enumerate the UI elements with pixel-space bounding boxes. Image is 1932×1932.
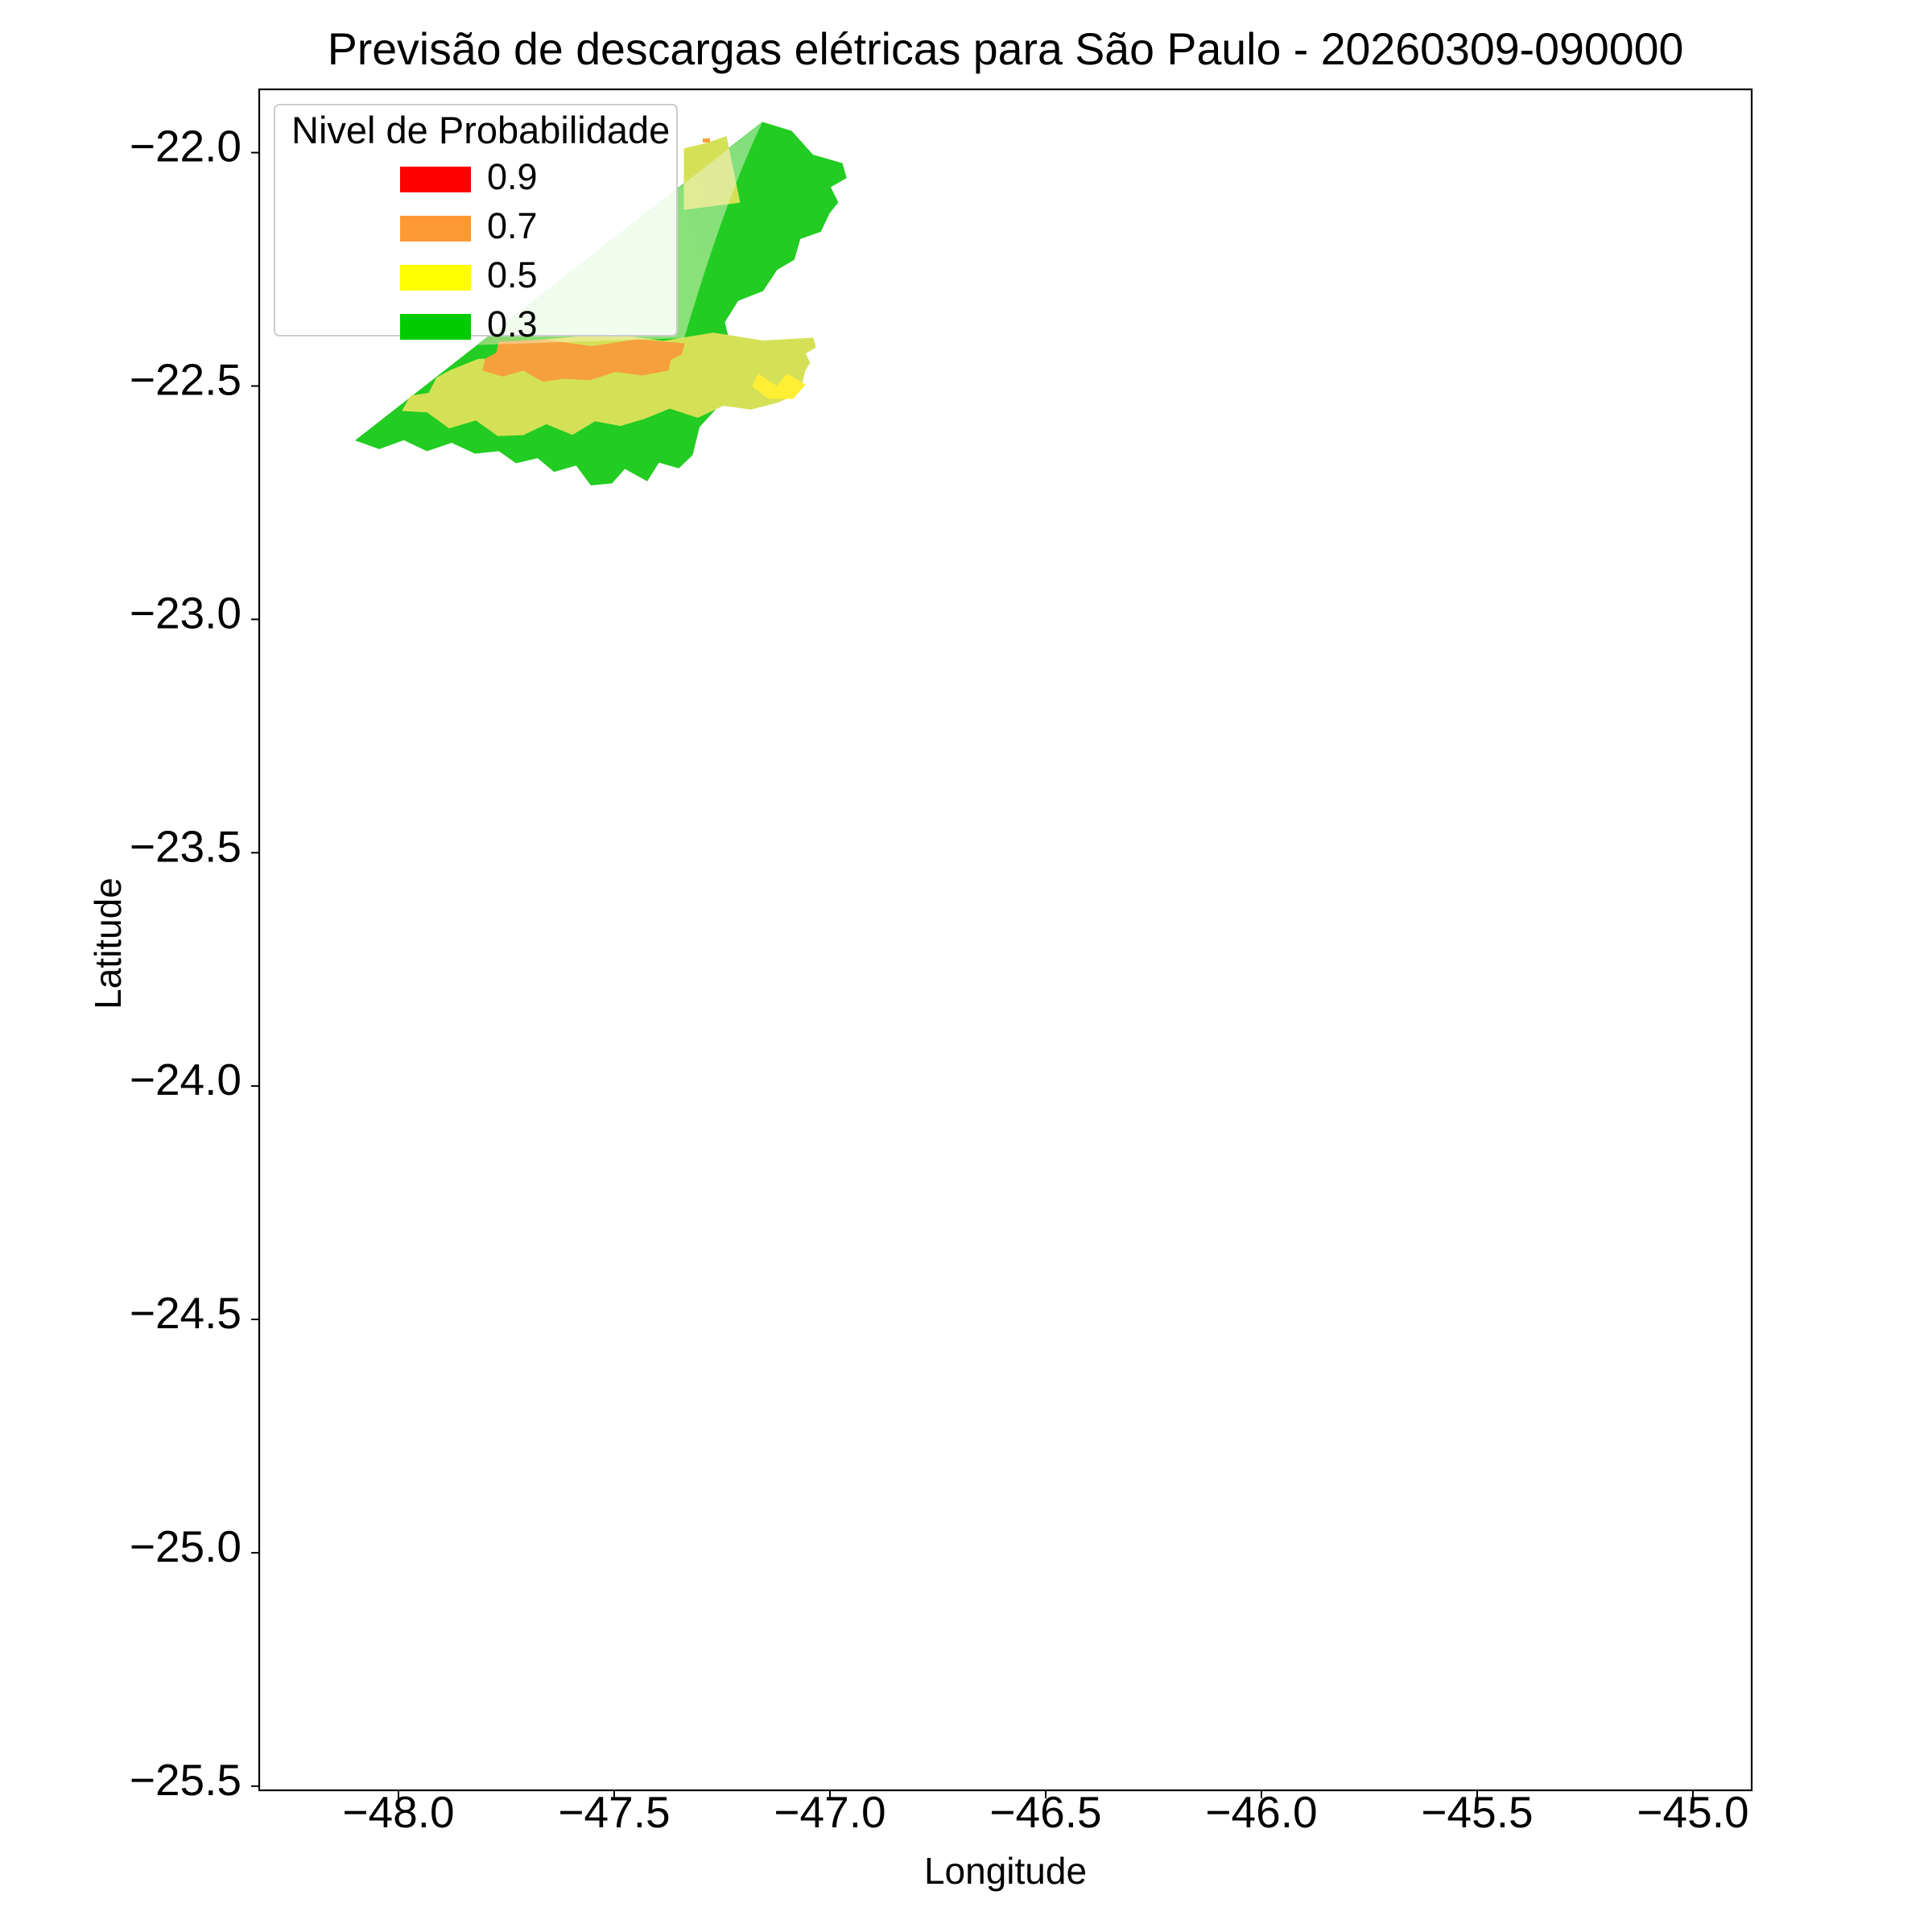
- svg-text:−45.5: −45.5: [1421, 1787, 1533, 1837]
- svg-text:−45.0: −45.0: [1637, 1787, 1748, 1837]
- svg-text:−46.0: −46.0: [1205, 1787, 1317, 1837]
- svg-text:−46.5: −46.5: [989, 1787, 1101, 1837]
- svg-text:Previsão de descargas elétrica: Previsão de descargas elétricas para São…: [328, 24, 1684, 74]
- svg-text:−23.5: −23.5: [130, 821, 242, 871]
- svg-text:−48.0: −48.0: [342, 1787, 454, 1837]
- svg-text:0.5: 0.5: [487, 254, 538, 295]
- svg-text:0.9: 0.9: [487, 156, 538, 197]
- svg-text:−24.0: −24.0: [130, 1055, 242, 1104]
- svg-text:−22.0: −22.0: [130, 122, 242, 171]
- svg-text:−47.0: −47.0: [774, 1787, 886, 1837]
- svg-text:−23.0: −23.0: [130, 588, 242, 638]
- svg-text:0.7: 0.7: [487, 205, 538, 246]
- svg-text:−22.5: −22.5: [130, 355, 242, 405]
- svg-text:Latitude: Latitude: [87, 877, 129, 1009]
- svg-text:Nivel de Probabilidade: Nivel de Probabilidade: [291, 109, 670, 151]
- svg-text:0.3: 0.3: [487, 303, 538, 345]
- svg-text:−24.5: −24.5: [130, 1288, 242, 1338]
- svg-text:Longitude: Longitude: [924, 1850, 1087, 1892]
- svg-text:−47.5: −47.5: [558, 1787, 670, 1837]
- svg-text:−25.0: −25.0: [130, 1521, 242, 1571]
- svg-text:−25.5: −25.5: [130, 1755, 242, 1805]
